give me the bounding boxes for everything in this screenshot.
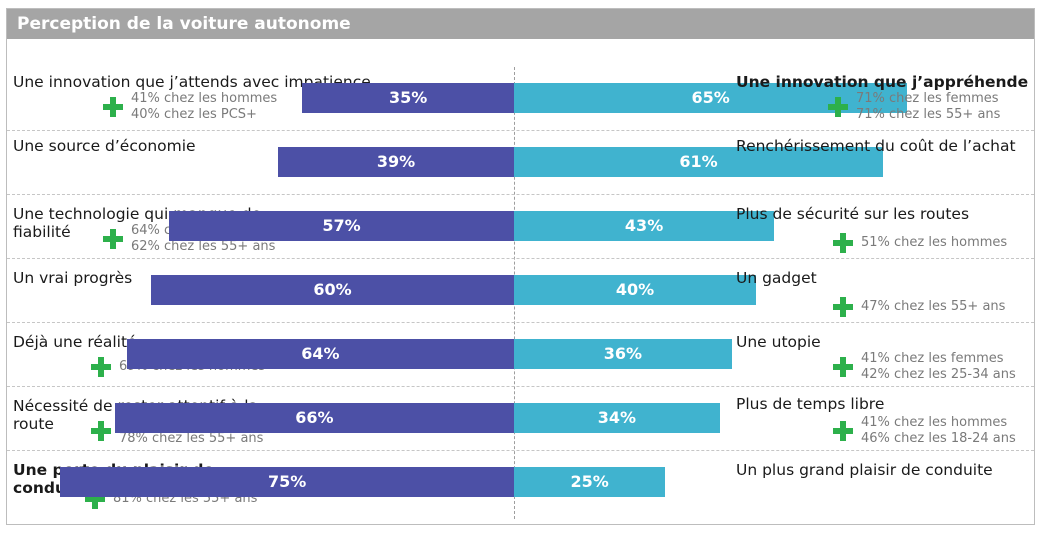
right-notes: 47% chez les 55+ ans bbox=[833, 297, 1005, 317]
row-divider bbox=[7, 258, 1034, 259]
right-note-line: 46% chez les 18-24 ans bbox=[861, 431, 1016, 446]
plus-icon bbox=[103, 229, 123, 249]
chart-row: Une innovation que j’attends avec impati… bbox=[7, 67, 1034, 131]
row-divider bbox=[7, 130, 1034, 131]
right-notes: 51% chez les hommes bbox=[833, 233, 1007, 253]
plus-icon bbox=[85, 489, 105, 509]
right-notes: 71% chez les femmes 71% chez les 55+ ans bbox=[828, 91, 1000, 123]
plus-icon bbox=[103, 97, 123, 117]
right-note-line: 41% chez les femmes bbox=[861, 351, 1004, 366]
left-bar: 64% bbox=[126, 339, 514, 369]
plus-icon bbox=[833, 421, 853, 441]
right-bar: 61% bbox=[514, 147, 884, 177]
row-divider bbox=[7, 322, 1034, 323]
left-notes-text: 41% chez les hommes 40% chez les PCS+ bbox=[131, 91, 277, 123]
right-notes: 41% chez les femmes 42% chez les 25-34 an… bbox=[833, 351, 1016, 383]
plus-icon bbox=[833, 357, 853, 377]
right-notes-text: 51% chez les hommes bbox=[861, 235, 1007, 251]
plus-icon bbox=[91, 357, 111, 377]
chart-row: Nécessité de rester attentif à la route7… bbox=[7, 387, 1034, 451]
plus-icon bbox=[828, 97, 848, 117]
right-note-line: 41% chez les hommes bbox=[861, 415, 1008, 430]
row-divider bbox=[7, 194, 1034, 195]
left-note-line: 40% chez les PCS+ bbox=[131, 107, 257, 122]
right-note-line: 42% chez les 25-34 ans bbox=[861, 367, 1016, 382]
right-note-line: 71% chez les 55+ ans bbox=[856, 107, 1001, 122]
right-notes-text: 41% chez les hommes 46% chez les 18-24 an… bbox=[861, 415, 1016, 447]
left-note-line: 41% chez les hommes bbox=[131, 91, 278, 106]
left-bar: 35% bbox=[302, 83, 514, 113]
right-notes-text: 41% chez les femmes 42% chez les 25-34 an… bbox=[861, 351, 1016, 383]
right-category-label: Plus de temps libre bbox=[736, 395, 885, 413]
chart-row: Une source d’économie 39% 61% Renchérisseme… bbox=[7, 131, 1034, 195]
left-bar: 39% bbox=[278, 147, 514, 177]
chart-row: Une technologie qui manque de fiabilité 6… bbox=[7, 195, 1034, 259]
right-category-label: Plus de sécurité sur les routes bbox=[736, 205, 970, 223]
right-note-line: 47% chez les 55+ ans bbox=[861, 299, 1006, 314]
left-notes: 41% chez les hommes 40% chez les PCS+ bbox=[103, 91, 277, 123]
right-bar: 43% bbox=[514, 211, 775, 241]
chart-row: Un vrai progrès 60% 40% Un gadget 47% chez l… bbox=[7, 259, 1034, 323]
row-divider bbox=[7, 386, 1034, 387]
right-category-label: Un plus grand plaisir de conduite bbox=[736, 461, 993, 479]
chart-frame: Perception de la voiture autonome Une in… bbox=[6, 8, 1035, 525]
left-category-label: Déjà une réalité bbox=[13, 333, 137, 351]
left-bar: 60% bbox=[151, 275, 514, 305]
left-category-label: Une innovation que j’attends avec impati… bbox=[13, 73, 371, 91]
right-bar: 25% bbox=[514, 467, 666, 497]
right-notes: 41% chez les hommes 46% chez les 18-24 an… bbox=[833, 415, 1016, 447]
left-note-line: 78% chez les 55+ ans bbox=[119, 431, 264, 446]
chart-title: Perception de la voiture autonome bbox=[7, 9, 1034, 39]
right-bar: 36% bbox=[514, 339, 732, 369]
chart-row: Déjà une réalité69% chez les hommes64%36… bbox=[7, 323, 1034, 387]
left-note-line: 62% chez les 55+ ans bbox=[131, 239, 276, 254]
right-category-label: Une innovation que j’appréhende bbox=[736, 73, 1029, 91]
right-bar: 40% bbox=[514, 275, 756, 305]
right-category-label: Renchérissement du coût de l’achat bbox=[736, 137, 1016, 155]
right-note-line: 71% chez les femmes bbox=[856, 91, 999, 106]
left-bar: 66% bbox=[114, 403, 514, 433]
right-category-label: Un gadget bbox=[736, 269, 817, 287]
left-bar: 75% bbox=[60, 467, 514, 497]
left-category-label: Une source d’économie bbox=[13, 137, 196, 155]
plus-icon bbox=[833, 297, 853, 317]
plus-icon bbox=[91, 421, 111, 441]
left-category-label: Un vrai progrès bbox=[13, 269, 133, 287]
right-notes-text: 47% chez les 55+ ans bbox=[861, 299, 1005, 315]
plus-icon bbox=[833, 233, 853, 253]
left-bar: 57% bbox=[169, 211, 514, 241]
right-notes-text: 71% chez les femmes 71% chez les 55+ ans bbox=[856, 91, 1000, 123]
right-note-line: 51% chez les hommes bbox=[861, 235, 1008, 250]
right-category-label: Une utopie bbox=[736, 333, 821, 351]
row-divider bbox=[7, 450, 1034, 451]
right-bar: 34% bbox=[514, 403, 720, 433]
